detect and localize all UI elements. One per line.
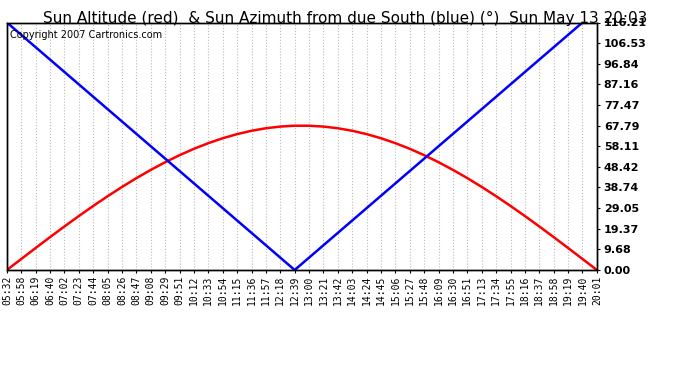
Text: Copyright 2007 Cartronics.com: Copyright 2007 Cartronics.com [10, 30, 162, 40]
Text: Sun Altitude (red)  & Sun Azimuth from due South (blue) (°)  Sun May 13 20:03: Sun Altitude (red) & Sun Azimuth from du… [43, 11, 647, 26]
